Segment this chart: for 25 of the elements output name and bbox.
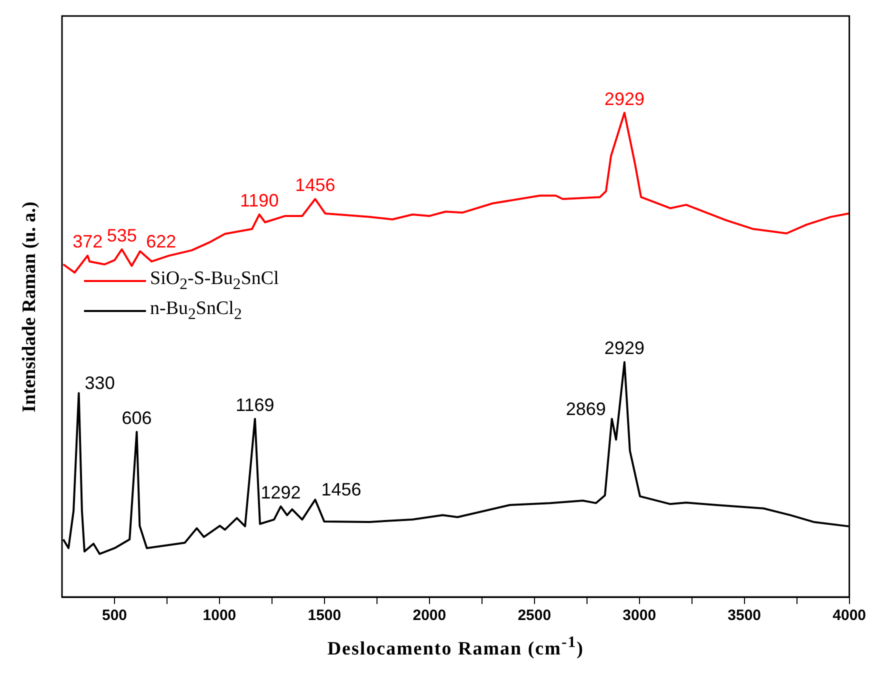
annotation: 606 [122, 408, 152, 428]
y-axis-title: Intensidade Raman (u. a.) [19, 201, 41, 412]
annotation: 1190 [240, 190, 279, 210]
x-tick-label: 500 [102, 607, 128, 624]
annotation: 535 [106, 225, 137, 246]
legend-label: n-Bu$_{2}$SnCl$_{2}$ [150, 298, 242, 324]
x-tick-label: 2500 [518, 607, 552, 624]
x-tick-label: 3000 [622, 607, 656, 624]
annotation: 1456 [321, 480, 362, 500]
annotation: 622 [146, 231, 176, 252]
x-tick-label: 2000 [412, 607, 446, 624]
annotation: 1292 [260, 482, 301, 502]
annotation: 1456 [295, 174, 336, 195]
x-axis-title: Deslocamento Raman (cm$^{-1}$) [326, 634, 585, 660]
annotation: 2869 [566, 398, 606, 419]
legend-label: SiO$_{2}$-S-Bu$_{2}$SnCl [150, 268, 279, 294]
annotation: 372 [72, 232, 103, 252]
annotation: 2929 [604, 338, 644, 358]
annotation: 1169 [236, 394, 274, 415]
x-tick-label: 3500 [728, 607, 762, 624]
annotation: 2929 [604, 88, 644, 109]
x-tick-label: 4000 [832, 607, 866, 624]
x-tick-label: 1500 [308, 607, 342, 624]
annotation: 330 [84, 373, 115, 394]
x-tick-label: 1000 [202, 607, 236, 624]
